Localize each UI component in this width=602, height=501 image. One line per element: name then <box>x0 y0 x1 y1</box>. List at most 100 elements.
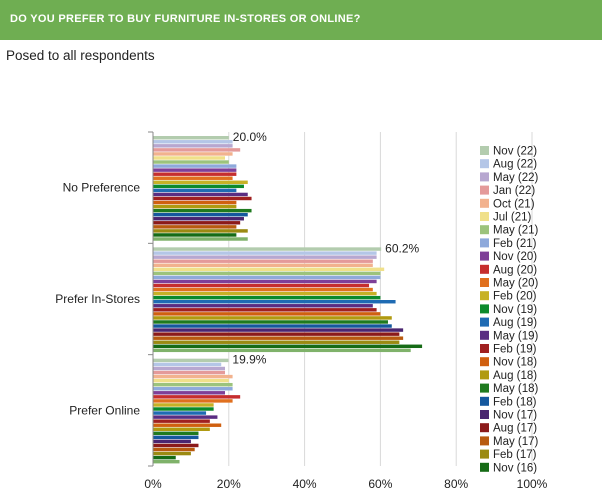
legend-label: May (19) <box>493 330 539 342</box>
legend-swatch <box>480 423 489 433</box>
bar <box>153 387 233 391</box>
x-tick-label: 100% <box>517 477 548 491</box>
legend-swatch <box>480 449 489 459</box>
bar <box>153 348 411 353</box>
legend-label: Aug (18) <box>493 370 537 382</box>
legend-swatch <box>480 212 489 221</box>
legend-label: May (21) <box>493 225 539 237</box>
legend-label: Nov (22) <box>493 146 537 158</box>
legend-swatch <box>480 410 489 419</box>
bar <box>153 304 373 308</box>
bar <box>153 362 222 367</box>
bar <box>153 336 404 340</box>
x-tick-label: 60% <box>368 477 392 491</box>
bar <box>153 136 229 140</box>
bar <box>153 267 385 272</box>
legend-swatch <box>480 344 489 353</box>
legend-label: Aug (17) <box>493 423 537 435</box>
bar <box>153 160 229 164</box>
bar <box>153 271 381 276</box>
bar <box>153 247 382 251</box>
bar <box>153 366 226 371</box>
legend-label: Feb (21) <box>493 238 537 250</box>
data-label: 19.9% <box>232 353 266 367</box>
bar <box>153 451 191 456</box>
category-label: Prefer In-Stores <box>55 292 140 306</box>
x-tick-label: 80% <box>444 477 468 491</box>
bar <box>153 435 199 440</box>
x-tick-label: 40% <box>293 477 317 491</box>
bar <box>153 431 199 436</box>
legend-label: Nov (18) <box>493 357 537 369</box>
bar <box>153 212 248 217</box>
bar <box>153 439 191 444</box>
bar <box>153 279 377 284</box>
bar <box>153 320 388 324</box>
bar <box>153 229 248 233</box>
bar <box>153 423 222 427</box>
legend-label: Feb (17) <box>493 449 537 461</box>
legend-swatch <box>480 436 489 446</box>
bar <box>153 403 214 407</box>
chart-title: DO YOU PREFER TO BUY FURNITURE IN-STORES… <box>10 13 361 25</box>
legend-swatch <box>480 370 489 380</box>
bar <box>153 237 248 241</box>
legend-label: Feb (18) <box>493 396 537 408</box>
bar <box>153 275 381 280</box>
legend-label: Aug (22) <box>493 159 537 171</box>
legend-label: Nov (16) <box>493 462 537 474</box>
legend-label: May (18) <box>493 383 539 395</box>
category-label: Prefer Online <box>69 403 140 417</box>
x-tick-label: 0% <box>144 477 162 491</box>
bar <box>153 312 381 316</box>
bar <box>153 140 233 144</box>
bar <box>153 192 248 197</box>
legend-swatch <box>480 146 489 155</box>
bar <box>153 332 400 336</box>
bar <box>153 443 199 448</box>
legend-swatch <box>480 304 489 314</box>
legend-swatch <box>480 185 489 195</box>
chart-subtitle: Posed to all respondents <box>6 48 155 63</box>
bar <box>153 344 423 349</box>
bar <box>153 455 176 460</box>
bar <box>153 316 392 320</box>
legend-label: Jul (21) <box>493 212 532 224</box>
bar <box>153 148 241 152</box>
legend-swatch <box>480 357 489 367</box>
bar <box>153 152 233 156</box>
bar <box>153 184 244 189</box>
legend-swatch <box>480 291 489 301</box>
legend-swatch <box>480 264 489 274</box>
bar <box>153 411 207 415</box>
title-banner: DO YOU PREFER TO BUY FURNITURE IN-STORES… <box>0 0 602 40</box>
bar <box>153 204 237 209</box>
legend-swatch <box>480 278 489 287</box>
bar <box>153 447 195 452</box>
legend-label: Jan (22) <box>493 185 535 197</box>
bar <box>153 200 237 205</box>
category-label: No Preference <box>63 181 141 195</box>
legend-swatch <box>480 172 489 182</box>
bar <box>153 225 237 229</box>
legend-label: May (17) <box>493 436 539 448</box>
bar <box>153 395 241 399</box>
legend-swatch <box>480 238 489 248</box>
bar <box>153 144 233 148</box>
bar <box>153 340 400 344</box>
bar <box>153 324 392 328</box>
legend-label: May (20) <box>493 278 539 290</box>
bar <box>153 251 377 255</box>
bar <box>153 287 373 292</box>
legend-label: Nov (20) <box>493 251 537 263</box>
bar <box>153 328 404 332</box>
legend-label: Aug (19) <box>493 317 537 329</box>
bar <box>153 259 373 263</box>
legend-swatch <box>480 159 489 169</box>
bar <box>153 399 233 403</box>
bar <box>153 459 180 464</box>
bar <box>153 291 377 296</box>
bar <box>153 300 396 304</box>
bar <box>153 188 237 193</box>
legend-swatch <box>480 396 489 406</box>
